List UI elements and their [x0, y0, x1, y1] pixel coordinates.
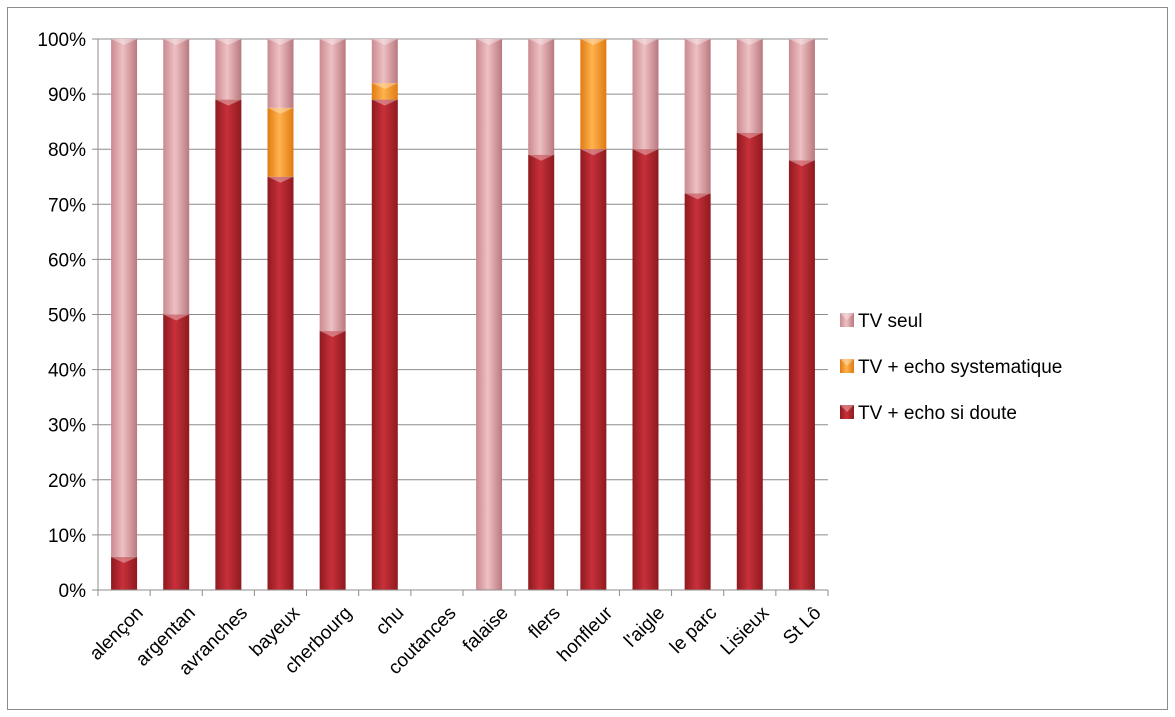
legend-swatch-cap [840, 359, 854, 366]
y-tick-label: 20% [48, 471, 86, 492]
bar-segment [267, 176, 294, 590]
bar-segment [736, 132, 763, 591]
legend: TV seul TV + echo systematique TV + echo s… [840, 311, 1062, 424]
y-tick-label: 70% [48, 195, 86, 216]
x-tick-label: le parc [666, 603, 721, 658]
bar-segment-cap [684, 193, 711, 200]
bar-segment [476, 39, 503, 590]
y-tick-label: 100% [37, 30, 86, 51]
bar-segment [788, 39, 815, 161]
bar-segment [163, 39, 190, 315]
y-tick-label: 40% [48, 361, 86, 382]
legend-label: TV seul [858, 311, 922, 332]
legend-swatch [840, 359, 854, 373]
legend-swatch [840, 313, 854, 327]
bar-segment-cap [111, 556, 138, 563]
bar-segment-cap [163, 39, 190, 45]
bar-segment [528, 154, 555, 590]
bar-segment [371, 99, 398, 591]
bar-segment-cap [632, 39, 659, 45]
bar-segment [632, 149, 659, 590]
y-tick-label: 50% [48, 306, 86, 327]
bar-segment [528, 39, 555, 155]
y-tick-label: 90% [48, 85, 86, 106]
bars [111, 39, 815, 591]
bar-segment-cap [215, 39, 242, 45]
x-tick-label: honfleur [554, 602, 618, 666]
bar-segment-cap [371, 83, 398, 90]
bar-segment [267, 39, 294, 108]
bar-segment-cap [319, 331, 346, 338]
bar-segment-cap [580, 149, 607, 156]
x-tick-label: falaise [459, 603, 513, 657]
legend-label: TV + echo systematique [858, 357, 1062, 378]
y-tick-label: 0% [59, 581, 87, 602]
legend-label: TV + echo si doute [858, 403, 1017, 424]
bar-segment-cap [371, 99, 398, 106]
bar-segment-cap [580, 39, 607, 45]
bar-segment-cap [163, 314, 190, 321]
bar-segment-cap [684, 39, 711, 45]
y-tick-label: 30% [48, 416, 86, 437]
bar-segment [215, 39, 242, 100]
bar-segment-cap [215, 99, 242, 106]
bar-segment-cap [371, 39, 398, 45]
legend-swatch-cap [840, 405, 854, 412]
bar-segment [111, 39, 138, 557]
bar-segment-cap [319, 39, 346, 45]
x-tick-label: Lisieux [717, 602, 774, 659]
x-tick-label: flers [525, 603, 565, 643]
bar-segment [163, 314, 190, 590]
gridlines [98, 38, 828, 591]
y-tick-label: 80% [48, 140, 86, 161]
bar-segment-cap [528, 154, 555, 161]
bar-segment [371, 83, 398, 100]
legend-swatch-cap [840, 313, 854, 320]
bar-segment [215, 99, 242, 591]
bar-segment-cap [267, 39, 294, 45]
bar-segment-cap [111, 39, 138, 45]
bar-segment [632, 39, 659, 150]
bar-segment [319, 331, 346, 590]
x-tick-label: l'aigle [620, 603, 669, 652]
bar-segment [267, 107, 294, 177]
bar-segment-cap [632, 149, 659, 156]
bar-segment-cap [736, 132, 763, 139]
bar-segment [684, 193, 711, 590]
x-tick-label: St Lô [779, 603, 825, 649]
bar-segment-cap [267, 107, 294, 114]
bar-segment [371, 39, 398, 84]
x-tick-label: chu [372, 603, 409, 640]
bar-segment [580, 149, 607, 590]
y-tick-label: 60% [48, 250, 86, 271]
bar-segment [788, 160, 815, 590]
bar-segment-cap [736, 39, 763, 45]
y-tick-label: 10% [48, 526, 86, 547]
bar-segment [319, 39, 346, 332]
legend-swatch [840, 405, 854, 419]
bar-segment-cap [788, 160, 815, 167]
bar-segment-cap [476, 39, 503, 45]
bar-segment-cap [788, 39, 815, 45]
bar-segment [684, 39, 711, 194]
bar-segment [736, 39, 763, 133]
y-axis: 0% 10% 20% 30% 40% 50% 60% 70% 80% 90% 100% [37, 30, 99, 602]
bar-segment-cap [267, 176, 294, 183]
bar-segment [580, 39, 607, 150]
bar-segment-cap [528, 39, 555, 45]
bar-segment [111, 556, 138, 590]
